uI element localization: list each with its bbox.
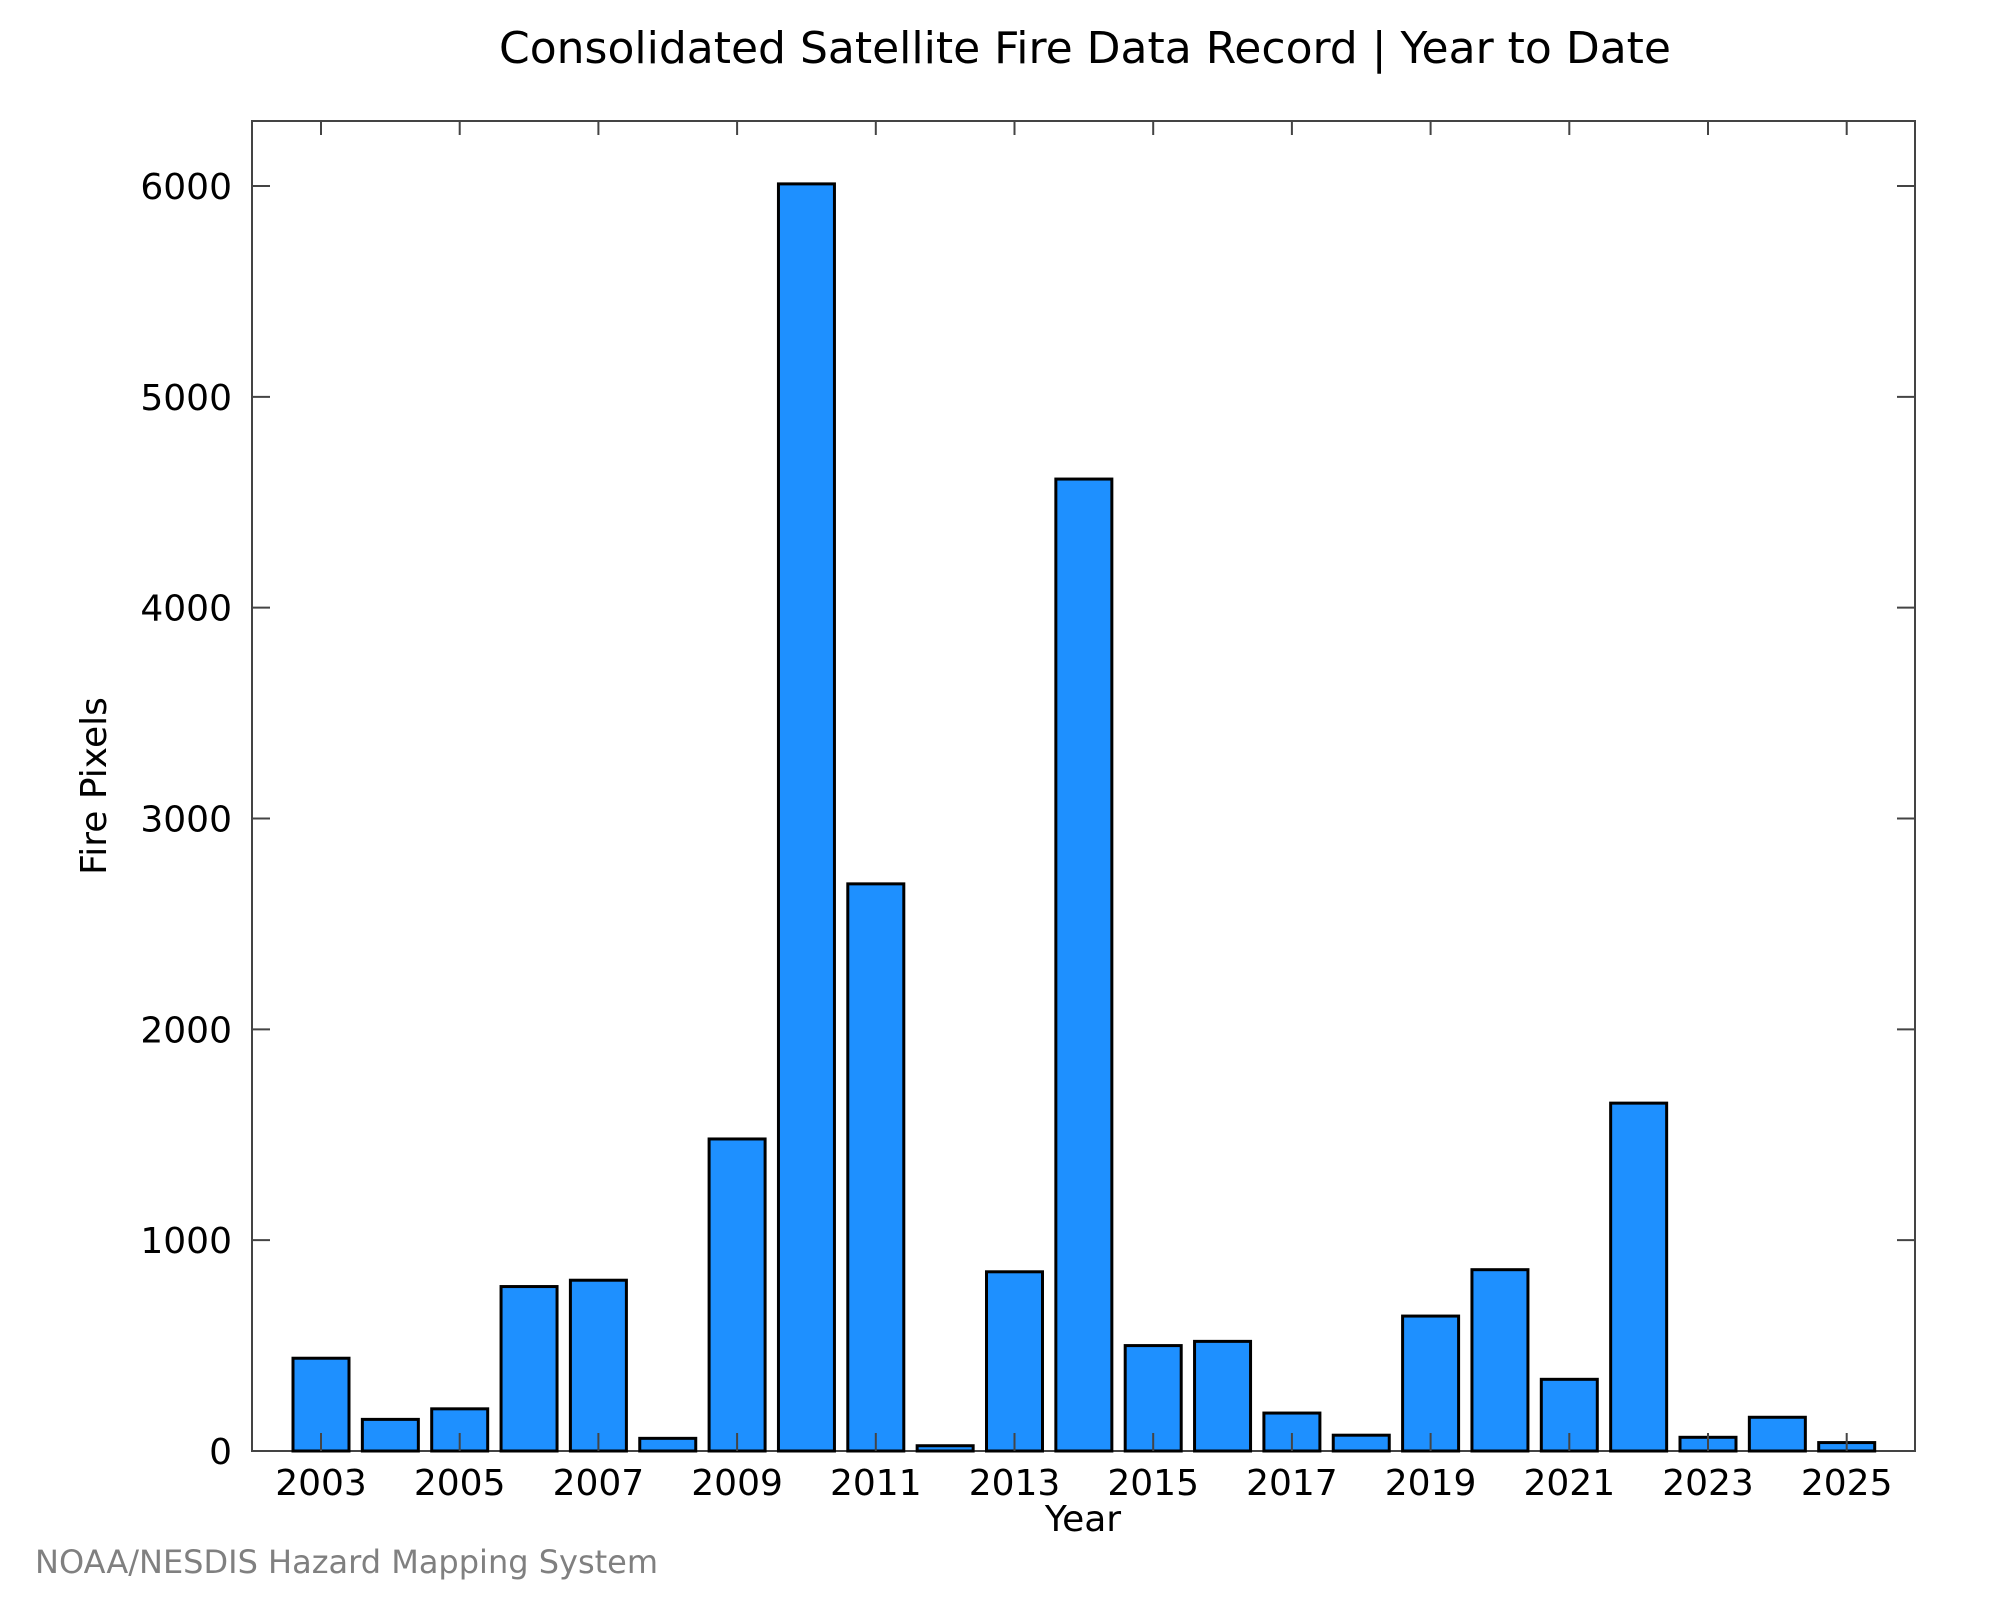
bar-2022	[1609, 1101, 1669, 1453]
bar-2020	[1470, 1268, 1530, 1453]
bar-2008	[638, 1436, 698, 1453]
y-tick-label: 6000	[140, 167, 232, 208]
x-tick-label: 2009	[691, 1463, 783, 1504]
x-tick-label: 2025	[1801, 1463, 1893, 1504]
y-axis-label: Fire Pixels	[74, 697, 115, 875]
y-tick-label: 2000	[140, 1010, 232, 1051]
bar-2012	[915, 1444, 975, 1453]
x-axis-ticks: 2003 2005 2007 2009 2011 2013 2015 2017 2019 2021…	[275, 121, 1893, 1504]
bar-2014	[1054, 477, 1114, 1453]
x-tick-label: 2021	[1523, 1463, 1615, 1504]
bar-2010	[776, 182, 836, 1453]
y-tick-label: 4000	[140, 589, 232, 630]
bar-2016	[1193, 1339, 1253, 1453]
bar-2004	[360, 1417, 420, 1453]
bar-2006	[499, 1285, 559, 1453]
x-tick-label: 2011	[830, 1463, 922, 1504]
x-tick-label: 2005	[414, 1463, 506, 1504]
bar-2007	[568, 1278, 628, 1453]
bar-2009	[707, 1137, 767, 1453]
x-axis-label: Year	[1044, 1499, 1121, 1540]
y-tick-label: 0	[209, 1432, 232, 1473]
x-tick-label: 2017	[1246, 1463, 1338, 1504]
x-tick-label: 2003	[275, 1463, 367, 1504]
x-tick-label: 2007	[553, 1463, 645, 1504]
bar-2018	[1331, 1433, 1391, 1453]
y-tick-label: 1000	[140, 1221, 232, 1262]
x-tick-label: 2013	[969, 1463, 1061, 1504]
bar-2013	[985, 1270, 1044, 1453]
x-tick-label: 2023	[1662, 1463, 1754, 1504]
x-tick-label: 2015	[1107, 1463, 1199, 1504]
y-tick-label: 5000	[140, 378, 232, 419]
bar-2011	[846, 882, 906, 1453]
source-credit: NOAA/NESDIS Hazard Mapping System	[35, 1543, 658, 1581]
y-tick-label: 3000	[140, 800, 232, 841]
bar-2019	[1401, 1314, 1461, 1453]
x-tick-label: 2019	[1385, 1463, 1477, 1504]
chart-title: Consolidated Satellite Fire Data Record …	[499, 23, 1671, 74]
bars-group	[291, 182, 1877, 1453]
bar-2024	[1747, 1415, 1807, 1453]
y-axis-ticks: 0 1000 2000 3000 4000 5000 6000	[140, 167, 1915, 1473]
